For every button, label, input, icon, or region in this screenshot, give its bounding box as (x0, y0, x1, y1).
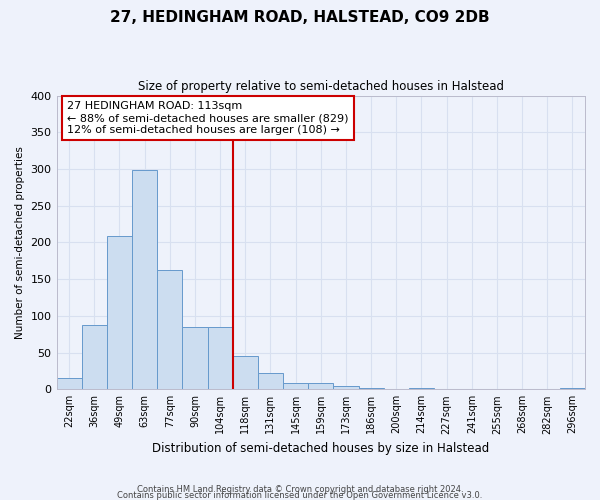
Bar (157, 270, 182, 390)
Text: 27, HEDINGHAM ROAD, HALSTEAD, CO9 2DB: 27, HEDINGHAM ROAD, HALSTEAD, CO9 2DB (110, 10, 490, 25)
Bar (560, 388, 585, 390)
Bar (208, 327, 233, 390)
Bar (308, 382, 334, 390)
Bar (409, 388, 434, 390)
Bar (233, 356, 258, 390)
Bar (132, 170, 157, 390)
Text: Contains HM Land Registry data © Crown copyright and database right 2024.: Contains HM Land Registry data © Crown c… (137, 484, 463, 494)
Bar (359, 388, 383, 390)
Bar (283, 384, 308, 390)
Text: Contains public sector information licensed under the Open Government Licence v3: Contains public sector information licen… (118, 490, 482, 500)
Bar (334, 386, 359, 390)
X-axis label: Distribution of semi-detached houses by size in Halstead: Distribution of semi-detached houses by … (152, 442, 490, 455)
Bar (258, 373, 283, 390)
Bar (56, 378, 82, 390)
Y-axis label: Number of semi-detached properties: Number of semi-detached properties (15, 146, 25, 339)
Bar (107, 236, 132, 390)
Title: Size of property relative to semi-detached houses in Halstead: Size of property relative to semi-detach… (138, 80, 504, 93)
Bar (182, 327, 208, 390)
Bar (82, 326, 107, 390)
Text: 27 HEDINGHAM ROAD: 113sqm
← 88% of semi-detached houses are smaller (829)
12% of: 27 HEDINGHAM ROAD: 113sqm ← 88% of semi-… (67, 102, 349, 134)
